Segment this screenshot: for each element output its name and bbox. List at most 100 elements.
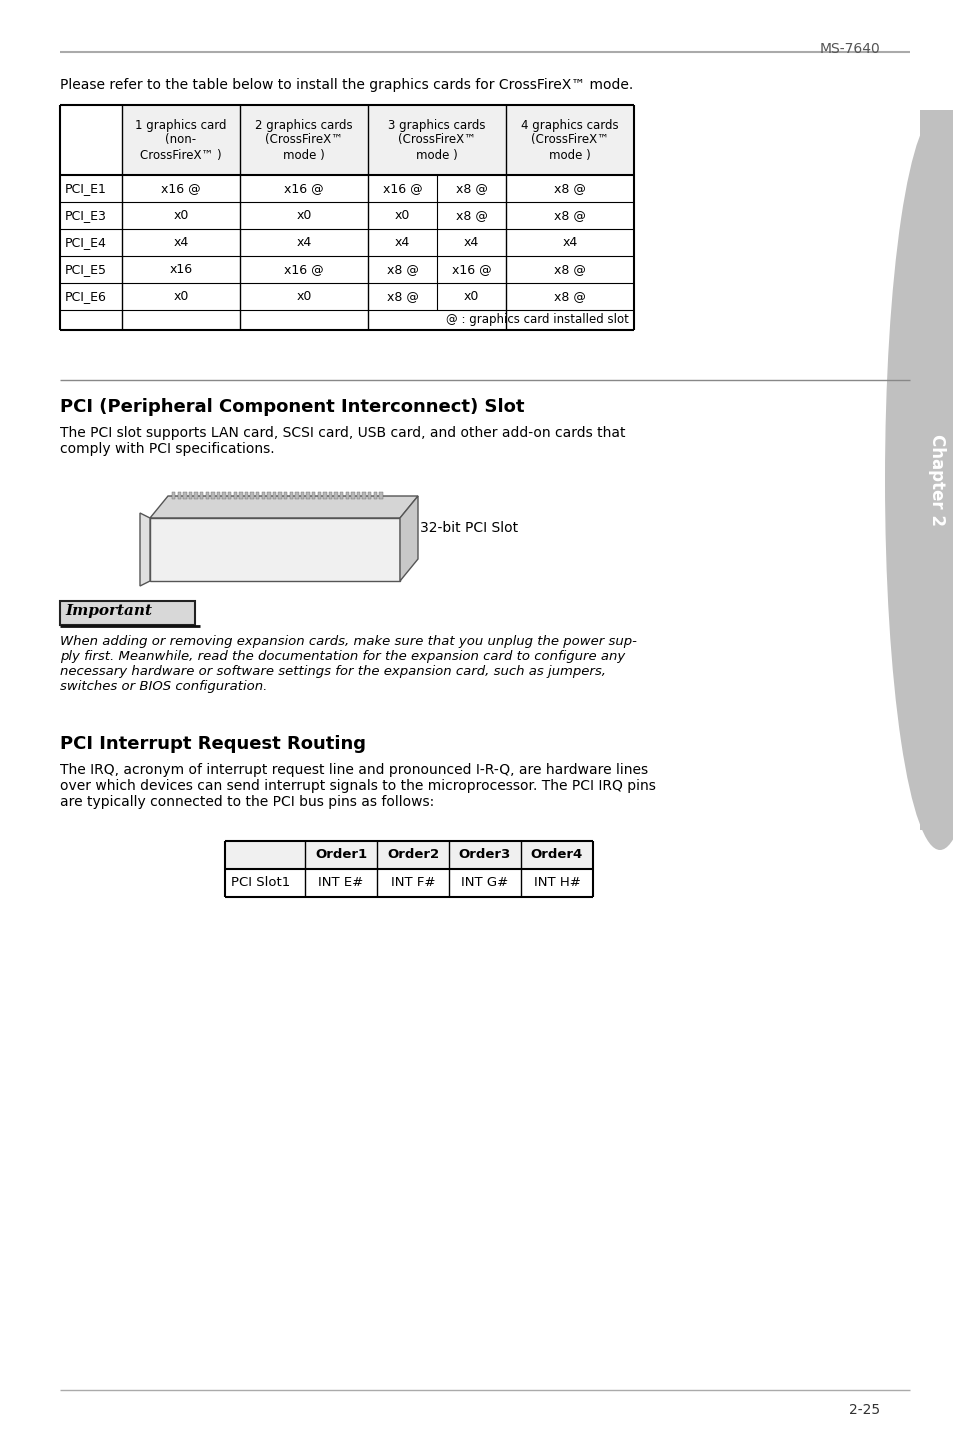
Text: 4 graphics cards
(CrossFireX™
mode ): 4 graphics cards (CrossFireX™ mode ) bbox=[520, 119, 618, 162]
Polygon shape bbox=[351, 493, 355, 498]
Text: x8 @: x8 @ bbox=[386, 263, 418, 276]
Text: Order2: Order2 bbox=[387, 849, 438, 862]
Text: x16 @: x16 @ bbox=[451, 263, 491, 276]
Text: x8 @: x8 @ bbox=[554, 182, 585, 195]
Text: PCI_E6: PCI_E6 bbox=[65, 291, 107, 304]
Bar bbox=[60, 601, 194, 624]
Polygon shape bbox=[306, 493, 310, 498]
Text: x0: x0 bbox=[173, 291, 189, 304]
Polygon shape bbox=[345, 493, 349, 498]
Text: x0: x0 bbox=[296, 209, 312, 222]
Text: 2 graphics cards
(CrossFireX™
mode ): 2 graphics cards (CrossFireX™ mode ) bbox=[254, 119, 353, 162]
Polygon shape bbox=[216, 493, 220, 498]
Text: x8 @: x8 @ bbox=[554, 291, 585, 304]
Text: x4: x4 bbox=[395, 236, 410, 249]
Polygon shape bbox=[200, 493, 203, 498]
Text: x16 @: x16 @ bbox=[284, 263, 323, 276]
Text: INT H#: INT H# bbox=[533, 876, 579, 889]
Text: x4: x4 bbox=[463, 236, 478, 249]
Polygon shape bbox=[233, 493, 237, 498]
Text: PCI_E3: PCI_E3 bbox=[65, 209, 107, 222]
Polygon shape bbox=[294, 493, 298, 498]
Polygon shape bbox=[150, 518, 399, 581]
Polygon shape bbox=[189, 493, 193, 498]
Polygon shape bbox=[267, 493, 271, 498]
Polygon shape bbox=[250, 493, 253, 498]
Polygon shape bbox=[368, 493, 371, 498]
Polygon shape bbox=[399, 495, 417, 581]
Polygon shape bbox=[323, 493, 326, 498]
Polygon shape bbox=[140, 513, 150, 586]
Text: 1 graphics card
(non-
CrossFireX™ ): 1 graphics card (non- CrossFireX™ ) bbox=[135, 119, 227, 162]
Text: MS-7640: MS-7640 bbox=[820, 42, 880, 56]
Text: x4: x4 bbox=[561, 236, 577, 249]
Text: PCI_E5: PCI_E5 bbox=[65, 263, 107, 276]
Text: x0: x0 bbox=[173, 209, 189, 222]
Text: Chapter 2: Chapter 2 bbox=[927, 434, 945, 526]
Polygon shape bbox=[378, 493, 382, 498]
Polygon shape bbox=[222, 493, 226, 498]
Text: x8 @: x8 @ bbox=[554, 209, 585, 222]
Text: PCI_E1: PCI_E1 bbox=[65, 182, 107, 195]
Polygon shape bbox=[206, 493, 209, 498]
Polygon shape bbox=[183, 493, 187, 498]
Text: @ : graphics card installed slot: @ : graphics card installed slot bbox=[446, 314, 628, 326]
Polygon shape bbox=[317, 493, 321, 498]
Bar bbox=[505, 105, 634, 175]
Polygon shape bbox=[362, 493, 366, 498]
Text: x8 @: x8 @ bbox=[456, 209, 487, 222]
Polygon shape bbox=[290, 493, 293, 498]
Bar bbox=[122, 105, 240, 175]
Polygon shape bbox=[261, 493, 265, 498]
Polygon shape bbox=[228, 493, 232, 498]
Text: Order4: Order4 bbox=[530, 849, 582, 862]
Text: x4: x4 bbox=[296, 236, 312, 249]
Polygon shape bbox=[278, 493, 281, 498]
Text: x4: x4 bbox=[173, 236, 189, 249]
Text: x16: x16 bbox=[170, 263, 193, 276]
Text: PCI Slot1: PCI Slot1 bbox=[231, 876, 290, 889]
Text: PCI_E4: PCI_E4 bbox=[65, 236, 107, 249]
Text: When adding or removing expansion cards, make sure that you unplug the power sup: When adding or removing expansion cards,… bbox=[60, 634, 637, 693]
Text: PCI Interrupt Request Routing: PCI Interrupt Request Routing bbox=[60, 735, 366, 753]
Polygon shape bbox=[255, 493, 259, 498]
Text: Order1: Order1 bbox=[314, 849, 367, 862]
Polygon shape bbox=[339, 493, 343, 498]
Polygon shape bbox=[177, 493, 181, 498]
Polygon shape bbox=[374, 493, 376, 498]
Text: x0: x0 bbox=[296, 291, 312, 304]
Polygon shape bbox=[194, 493, 197, 498]
Polygon shape bbox=[150, 495, 417, 518]
Text: The IRQ, acronym of interrupt request line and pronounced I-R-Q, are hardware li: The IRQ, acronym of interrupt request li… bbox=[60, 763, 656, 809]
Text: x16 @: x16 @ bbox=[161, 182, 200, 195]
Text: x0: x0 bbox=[395, 209, 410, 222]
Text: PCI (Peripheral Component Interconnect) Slot: PCI (Peripheral Component Interconnect) … bbox=[60, 398, 524, 417]
Text: 3 graphics cards
(CrossFireX™
mode ): 3 graphics cards (CrossFireX™ mode ) bbox=[388, 119, 485, 162]
Bar bbox=[225, 841, 593, 869]
Text: Order3: Order3 bbox=[458, 849, 511, 862]
Text: x16 @: x16 @ bbox=[284, 182, 323, 195]
Polygon shape bbox=[329, 493, 332, 498]
Text: 32-bit PCI Slot: 32-bit PCI Slot bbox=[419, 521, 517, 536]
Text: x16 @: x16 @ bbox=[382, 182, 422, 195]
Polygon shape bbox=[211, 493, 214, 498]
Text: x8 @: x8 @ bbox=[386, 291, 418, 304]
Polygon shape bbox=[172, 493, 175, 498]
Polygon shape bbox=[239, 493, 242, 498]
Text: Please refer to the table below to install the graphics cards for CrossFireX™ mo: Please refer to the table below to insta… bbox=[60, 77, 633, 92]
Text: INT G#: INT G# bbox=[461, 876, 508, 889]
Bar bbox=[240, 105, 368, 175]
Text: INT E#: INT E# bbox=[318, 876, 363, 889]
Text: 2-25: 2-25 bbox=[848, 1403, 879, 1418]
Text: x8 @: x8 @ bbox=[554, 263, 585, 276]
Text: Important: Important bbox=[65, 604, 152, 619]
Polygon shape bbox=[335, 493, 337, 498]
Text: INT F#: INT F# bbox=[391, 876, 435, 889]
Bar bbox=[368, 105, 505, 175]
Polygon shape bbox=[273, 493, 276, 498]
Text: The PCI slot supports LAN card, SCSI card, USB card, and other add-on cards that: The PCI slot supports LAN card, SCSI car… bbox=[60, 425, 625, 457]
Bar bbox=[919, 110, 953, 831]
Polygon shape bbox=[312, 493, 315, 498]
Polygon shape bbox=[356, 493, 360, 498]
Polygon shape bbox=[284, 493, 287, 498]
